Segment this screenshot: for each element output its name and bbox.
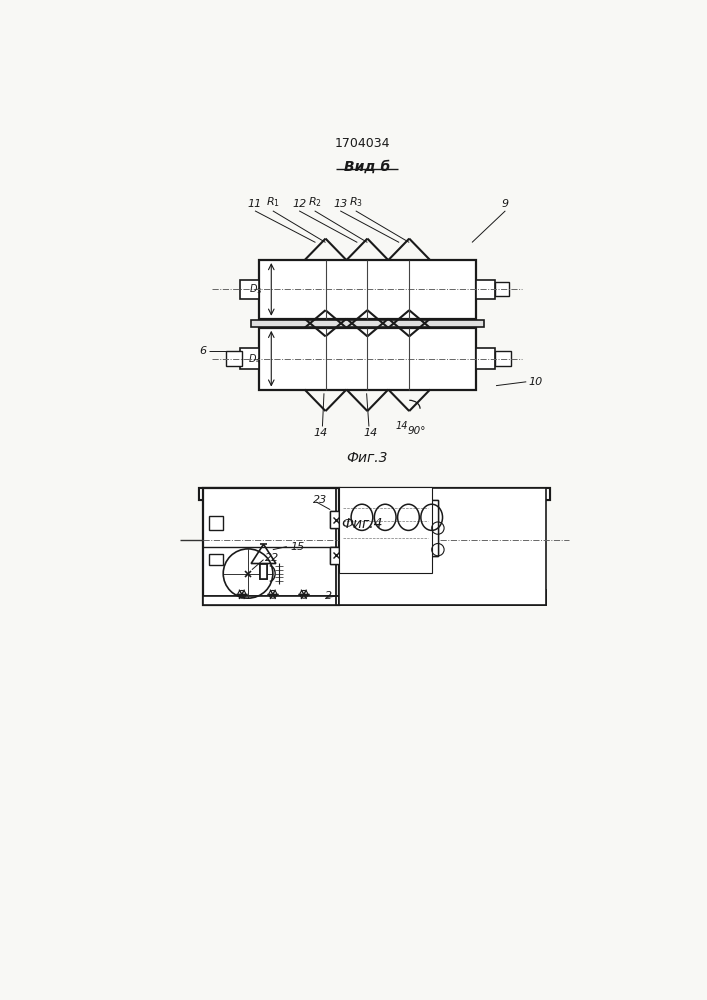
Text: 15: 15 (291, 542, 305, 552)
Text: 12: 12 (292, 199, 306, 209)
Bar (209, 554, 223, 565)
Text: 1704034: 1704034 (334, 137, 390, 150)
Text: 90°: 90° (408, 426, 426, 436)
Bar (339, 487, 432, 573)
Bar (330, 511, 343, 528)
Bar (339, 590, 546, 605)
Bar (251, 320, 484, 327)
Text: $R_2$: $R_2$ (308, 196, 322, 209)
Bar (424, 500, 438, 556)
Bar (259, 260, 476, 319)
Bar (240, 280, 259, 299)
Bar (259, 328, 476, 389)
Bar (495, 351, 510, 366)
Bar (259, 564, 267, 579)
Bar (199, 488, 549, 500)
Text: 9: 9 (502, 199, 509, 209)
Bar (226, 351, 242, 366)
Bar (259, 564, 267, 579)
Bar (203, 596, 339, 605)
Bar (240, 348, 259, 369)
Text: 23: 23 (313, 495, 327, 505)
Text: 14: 14 (395, 421, 408, 431)
Bar (476, 280, 495, 299)
Bar (339, 502, 351, 554)
Bar (203, 596, 339, 605)
Text: 11: 11 (248, 199, 262, 209)
Text: Вид б: Вид б (344, 160, 390, 174)
Bar (209, 516, 223, 530)
Text: $D_4$: $D_4$ (248, 352, 262, 366)
Text: Фиг.4: Фиг.4 (341, 517, 382, 531)
Bar (203, 488, 339, 605)
Bar (424, 500, 438, 556)
Bar (330, 547, 343, 564)
Text: 22: 22 (265, 553, 279, 563)
Bar (330, 547, 343, 564)
Text: $R_3$: $R_3$ (349, 196, 363, 209)
Text: 14: 14 (314, 428, 328, 438)
Text: 10: 10 (529, 377, 543, 387)
Bar (199, 488, 549, 500)
Text: $R_1$: $R_1$ (266, 196, 280, 209)
Text: $D_3$: $D_3$ (249, 282, 262, 296)
Text: 2: 2 (325, 591, 332, 601)
Bar (339, 590, 546, 605)
Bar (339, 502, 351, 554)
Text: 13: 13 (333, 199, 347, 209)
Text: Фиг.3: Фиг.3 (346, 451, 388, 465)
Text: 14: 14 (363, 428, 378, 438)
Bar (339, 488, 546, 605)
Bar (330, 511, 343, 528)
Text: 6: 6 (199, 346, 206, 356)
Bar (495, 282, 509, 296)
Bar (476, 348, 495, 369)
